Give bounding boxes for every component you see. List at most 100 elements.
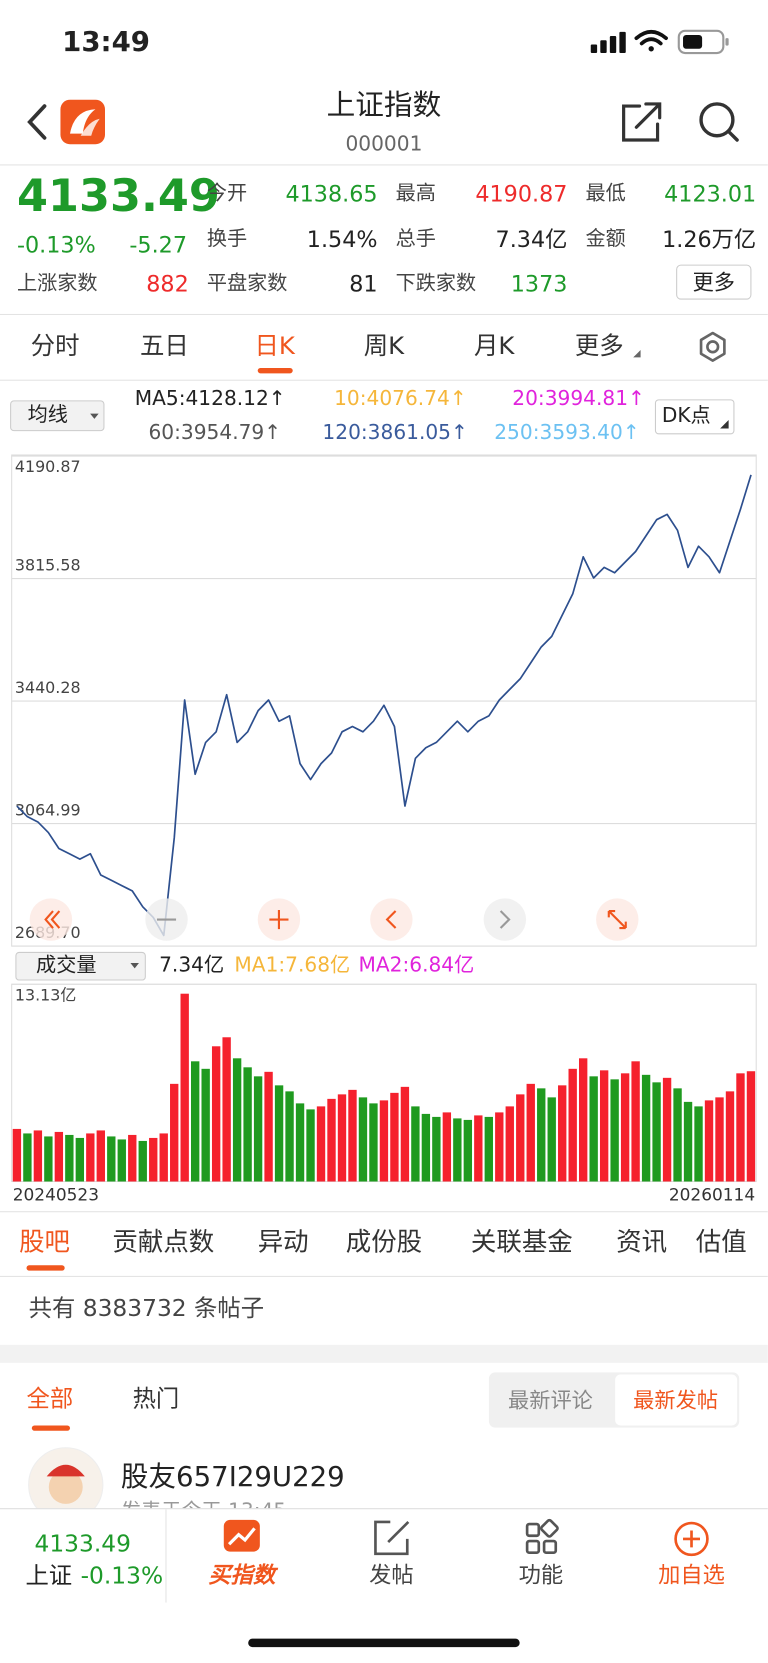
sort-option[interactable]: 最新发帖 — [633, 1386, 719, 1413]
period-tab[interactable]: 更多 — [574, 332, 624, 361]
volume-bar — [390, 1092, 399, 1182]
feed-tab[interactable]: 全部 — [26, 1386, 74, 1414]
volume-bar — [23, 1133, 32, 1182]
step-right[interactable] — [483, 898, 527, 941]
volume-bar — [358, 1097, 368, 1182]
info-tab[interactable]: 资讯 — [616, 1227, 668, 1257]
volume-bar — [138, 1140, 147, 1182]
volume-bar — [725, 1091, 735, 1182]
ma-selector[interactable] — [10, 400, 105, 432]
fullscreen[interactable] — [596, 898, 639, 941]
volume-bar — [736, 1073, 745, 1182]
more-button-label[interactable]: 更多 — [692, 268, 735, 295]
volume-bar — [44, 1136, 53, 1182]
volume-bar — [411, 1106, 420, 1182]
volume-bar — [65, 1134, 74, 1182]
stat-value: 4138.65 — [285, 181, 378, 207]
change-amount: -5.27 — [129, 232, 188, 258]
info-tab[interactable]: 估值 — [695, 1227, 747, 1257]
buy-icon[interactable] — [223, 1519, 260, 1552]
ma-value: 10:4076.74↑ — [334, 387, 467, 411]
period-tab[interactable]: 日K — [254, 332, 295, 361]
volume-bar — [107, 1136, 116, 1182]
home-indicator — [248, 1638, 520, 1648]
divider — [0, 164, 768, 166]
volume-selector[interactable] — [15, 951, 146, 981]
share-button[interactable] — [622, 102, 662, 142]
volume-bar — [495, 1112, 504, 1182]
step-left[interactable] — [370, 898, 413, 941]
feed-tab[interactable]: 热门 — [132, 1386, 180, 1414]
bottom-index-name: 上证 — [25, 1563, 73, 1591]
y-tick-label: 3815.58 — [15, 555, 81, 574]
volume-bar — [505, 1106, 514, 1182]
stat-label: 平盘家数 — [206, 271, 288, 296]
volume-bar — [316, 1106, 326, 1182]
info-tab[interactable]: 异动 — [257, 1227, 309, 1257]
settings-button[interactable] — [699, 331, 726, 362]
info-tab[interactable]: 成份股 — [345, 1227, 423, 1257]
post-icon[interactable] — [374, 1520, 410, 1556]
function-icon[interactable] — [525, 1518, 559, 1555]
sort-active[interactable] — [615, 1374, 738, 1426]
stat-value: 1.26万亿 — [662, 226, 757, 253]
volume-bar — [662, 1077, 672, 1182]
volume-bar — [704, 1100, 714, 1182]
watchlist-icon[interactable] — [674, 1521, 709, 1557]
bottom-price: 4133.49 — [34, 1531, 131, 1559]
divider — [0, 1275, 768, 1277]
period-tab[interactable]: 分时 — [30, 332, 80, 361]
zoom-in[interactable] — [257, 898, 301, 941]
back-button[interactable] — [27, 104, 47, 140]
x-tick-label: 20240523 — [13, 1184, 99, 1204]
volume-bar — [694, 1106, 703, 1182]
status-time: 13:49 — [62, 26, 150, 59]
stat-label: 今开 — [206, 181, 248, 205]
volume-bar — [232, 1058, 242, 1182]
avatar — [28, 1447, 104, 1523]
info-tab[interactable]: 贡献点数 — [112, 1227, 215, 1257]
divider — [0, 1211, 768, 1213]
info-tab[interactable]: 关联基金 — [470, 1227, 573, 1257]
volume-bar — [222, 1037, 231, 1182]
period-tab[interactable]: 周K — [363, 332, 405, 361]
battery-icon — [677, 29, 729, 55]
ma-value: MA5:4128.12↑ — [134, 387, 286, 411]
bottom-action[interactable]: 功能 — [518, 1562, 564, 1588]
volume-bar — [369, 1103, 378, 1182]
volume-selector-label[interactable]: 成交量 — [36, 953, 97, 978]
volume-ma-value: MA1:7.68亿 — [234, 953, 351, 978]
scroll-left[interactable] — [29, 898, 73, 941]
dk-label[interactable]: DK点 — [661, 404, 711, 428]
bottom-action[interactable]: 加自选 — [658, 1562, 725, 1588]
sort-option[interactable]: 最新评论 — [508, 1386, 593, 1413]
ma-value: 60:3954.79↑ — [148, 421, 282, 445]
volume-bar — [463, 1119, 473, 1182]
search-button[interactable] — [699, 102, 739, 142]
volume-bar — [547, 1097, 556, 1182]
stat-label: 总手 — [395, 227, 436, 251]
zoom-out[interactable] — [145, 898, 188, 941]
ma-selector-label[interactable]: 均线 — [27, 403, 68, 427]
volume-bar — [432, 1116, 441, 1182]
volume-bar — [631, 1061, 640, 1182]
dk-button[interactable] — [654, 399, 735, 435]
period-tab[interactable]: 五日 — [139, 332, 189, 361]
divider — [0, 313, 768, 315]
bottom-change: -0.13% — [80, 1563, 164, 1591]
volume-bar — [211, 1046, 221, 1182]
bottom-action[interactable]: 发帖 — [369, 1562, 414, 1588]
volume-bar — [170, 1083, 179, 1182]
period-tab[interactable]: 月K — [474, 332, 515, 361]
bottom-action[interactable]: 买指数 — [208, 1562, 276, 1588]
info-tab[interactable]: 股吧 — [19, 1227, 70, 1257]
post-user[interactable]: 股友657I29U229 — [120, 1461, 345, 1494]
volume-bar — [379, 1100, 389, 1182]
volume-ma-value: MA2:6.84亿 — [358, 953, 475, 978]
volume-bar — [274, 1085, 284, 1182]
more-button[interactable] — [676, 264, 752, 300]
stat-value: 1.54% — [306, 226, 378, 253]
volume-bar — [652, 1082, 661, 1182]
